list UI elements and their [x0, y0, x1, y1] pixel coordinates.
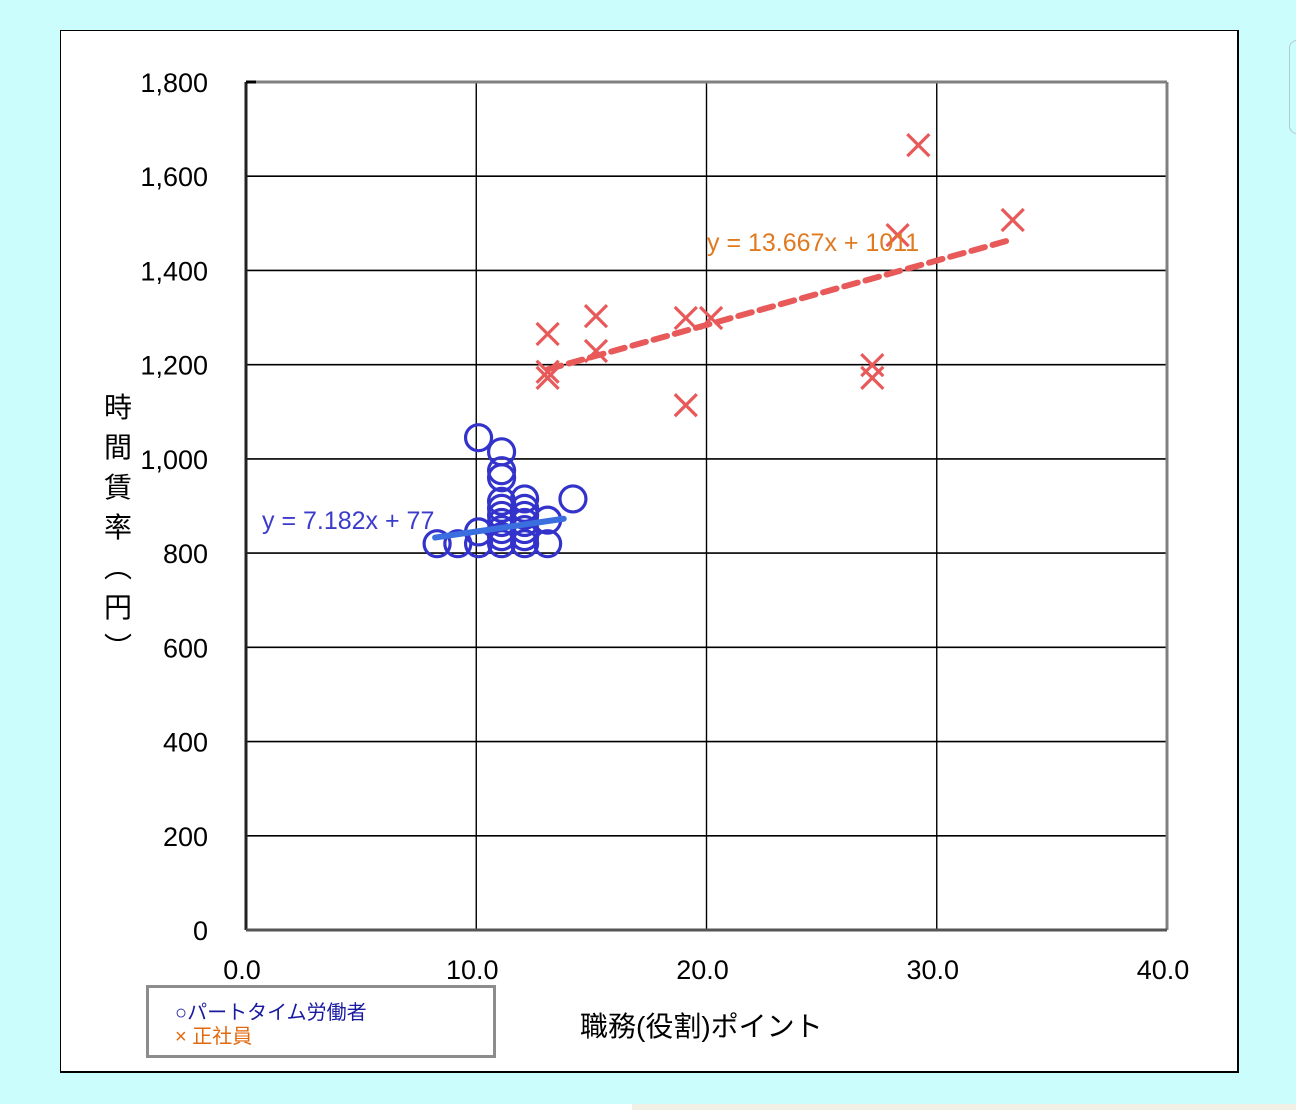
part-time-marker-circle	[533, 529, 563, 559]
y-tick-label: 1,800	[140, 68, 208, 98]
part-time-marker-circle	[463, 423, 494, 453]
x-tick-label: 0.0	[223, 955, 261, 985]
full-time-marker-x	[906, 132, 931, 158]
chart-frame	[60, 30, 1239, 1073]
full-time-marker-x	[535, 365, 560, 390]
y-label-char: 率	[103, 512, 132, 543]
part-time-trendline	[432, 515, 567, 541]
page-bottom-strip-right	[632, 1104, 1296, 1110]
part-time-marker-circle	[422, 529, 452, 559]
part-time-marker-circle	[510, 500, 540, 531]
x-tick-label: 30.0	[906, 955, 959, 985]
y-tick-label: 200	[163, 822, 208, 852]
y-label-char: ︶	[103, 632, 132, 663]
part-time-equation-label: y = 7.182x + 77	[262, 507, 434, 535]
part-time-marker-circle	[486, 437, 517, 467]
part-time-marker-circle	[510, 493, 540, 523]
y-tick-label: 0	[193, 916, 208, 946]
y-tick-label: 400	[163, 728, 208, 758]
y-tick-label: 1,000	[140, 445, 208, 475]
y-label-char: 円	[103, 592, 132, 623]
y-label-char: ︵	[103, 552, 132, 583]
x-tick-label: 40.0	[1137, 955, 1190, 985]
x-tick-label: 20.0	[676, 955, 729, 985]
y-tick-label: 1,400	[140, 256, 208, 286]
chart-legend: ○パートタイム労働者 × 正社員	[146, 985, 496, 1058]
full-time-marker-x	[673, 305, 698, 331]
full-time-marker-x	[1000, 207, 1025, 233]
y-tick-label: 800	[163, 539, 208, 569]
legend-item-full-time: × 正社員	[175, 1026, 253, 1048]
full-time-marker-x	[860, 365, 885, 390]
legend-item-part-time: ○パートタイム労働者	[175, 1002, 367, 1024]
y-tick-label: 1,200	[140, 351, 208, 381]
full-time-marker-x	[885, 222, 910, 248]
part-time-marker-circle	[558, 484, 588, 514]
part-time-marker-circle	[486, 456, 517, 486]
x-tick-label: 10.0	[446, 955, 499, 985]
y-label-char: 賃	[103, 472, 132, 503]
full-time-equation-label: y = 13.667x + 1011	[707, 229, 919, 257]
x-axis-label: 職務(役割)ポイント	[580, 1011, 823, 1042]
y-axis-label: 時 間 賃 率 ︵ 円 ︶	[100, 388, 136, 668]
full-time-trendline	[544, 236, 1016, 373]
part-time-marker-circle	[510, 484, 540, 514]
y-label-char: 間	[103, 432, 132, 463]
y-label-char: 時	[103, 392, 132, 423]
y-tick-label: 600	[163, 633, 208, 663]
y-tick-label: 1,600	[140, 162, 208, 192]
full-time-marker-x	[673, 393, 698, 418]
full-time-marker-x	[535, 321, 560, 347]
part-time-marker-circle	[510, 529, 540, 559]
full-time-marker-x	[583, 304, 609, 329]
